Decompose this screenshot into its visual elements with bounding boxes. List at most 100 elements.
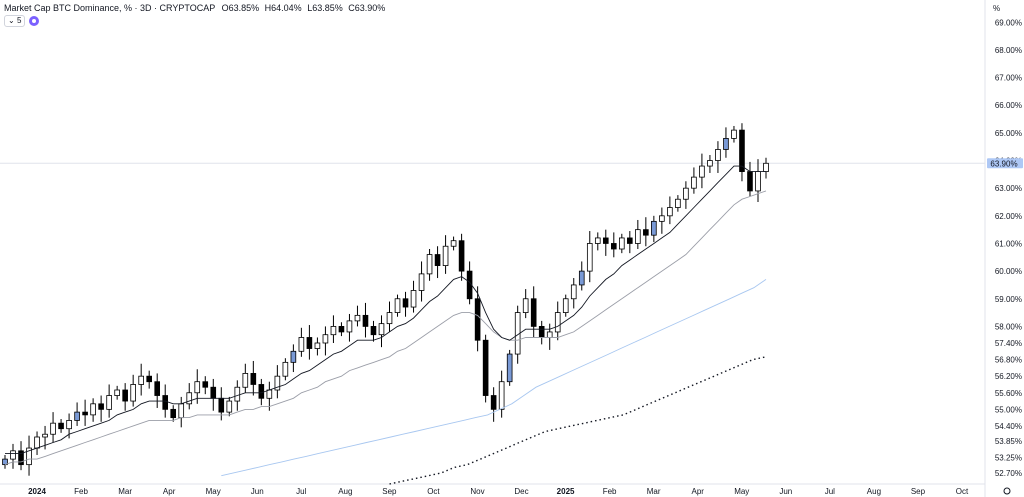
- candle-body: [394, 298, 401, 313]
- candle-body: [354, 314, 361, 322]
- candle-body: [322, 334, 329, 344]
- candle-body: [418, 273, 425, 291]
- y-tick-label: 68.00%: [995, 46, 1022, 55]
- candle-body: [218, 397, 225, 413]
- candle-body: [138, 375, 144, 385]
- candle-body: [554, 312, 561, 333]
- candle-body: [74, 411, 80, 421]
- x-tick-label: May: [734, 487, 749, 496]
- source-logo-icon[interactable]: [29, 16, 40, 26]
- candle-body: [114, 389, 120, 396]
- y-tick-label: 56.80%: [995, 356, 1022, 365]
- y-tick-label: 53.25%: [995, 454, 1022, 463]
- candle-body: [2, 458, 8, 466]
- candle-body: [651, 220, 657, 236]
- candle-body: [474, 298, 481, 341]
- candle-body: [146, 375, 152, 383]
- candle-body: [314, 342, 321, 349]
- candle-body: [610, 243, 617, 250]
- candle-body: [490, 395, 497, 410]
- candle-body: [458, 240, 465, 272]
- candle-body: [290, 350, 297, 363]
- x-tick-label: 2024: [28, 487, 46, 496]
- candle-body: [562, 298, 569, 313]
- candle-body: [602, 237, 609, 244]
- candle-body: [298, 337, 305, 352]
- x-tick-label: Apr: [163, 487, 176, 496]
- candle-body: [66, 420, 72, 430]
- x-tick-label: Jun: [779, 487, 792, 496]
- candle-body: [538, 326, 545, 338]
- x-tick-label: Feb: [74, 487, 88, 496]
- x-tick-label: Oct: [956, 487, 969, 496]
- candle-body: [234, 386, 241, 402]
- candle-body: [386, 312, 393, 325]
- candle-body: [755, 171, 761, 192]
- legend-title: Market Cap BTC Dominance, % · 3D · CRYPT…: [4, 3, 216, 13]
- candle-body: [530, 298, 537, 327]
- legend-low: L63.85%: [307, 3, 343, 13]
- y-tick-label: 58.00%: [995, 322, 1022, 331]
- candle-body: [170, 408, 177, 419]
- candle-body: [26, 447, 32, 466]
- candle-body: [731, 129, 737, 139]
- x-tick-label: Feb: [603, 487, 617, 496]
- y-tick-label: 56.20%: [995, 372, 1022, 381]
- indicator-count: 5: [16, 16, 22, 25]
- candle-body: [122, 389, 128, 402]
- y-tick-label: 67.00%: [995, 74, 1022, 83]
- candle-body: [667, 207, 673, 217]
- candle-body: [34, 436, 40, 449]
- candle-body: [210, 386, 217, 399]
- y-tick-label: 57.40%: [995, 339, 1022, 348]
- candle-body: [18, 450, 24, 466]
- candle-body: [442, 245, 449, 266]
- candle-body: [635, 229, 641, 244]
- settings-gear-icon[interactable]: [1003, 487, 1011, 495]
- axis-unit-label: %: [993, 4, 1001, 13]
- candle-body: [715, 149, 721, 161]
- candle-body: [506, 353, 513, 383]
- y-tick-label: 54.40%: [995, 422, 1022, 431]
- x-tick-label: Sep: [382, 487, 397, 496]
- x-tick-label: Mar: [647, 487, 661, 496]
- candle-body: [250, 373, 257, 385]
- candle-body: [162, 395, 169, 410]
- candle-body: [450, 240, 457, 247]
- candle-body: [434, 254, 441, 266]
- candle-body: [274, 375, 281, 391]
- candle-body: [683, 187, 689, 200]
- candle-body: [186, 392, 193, 405]
- y-tick-label: 69.00%: [995, 18, 1022, 27]
- candle-body: [306, 337, 313, 349]
- candle-body: [578, 270, 585, 286]
- x-tick-label: May: [206, 487, 221, 496]
- candle-body: [362, 314, 369, 327]
- x-tick-label: Aug: [867, 487, 881, 496]
- y-tick-label: 61.00%: [995, 239, 1022, 248]
- last-price-tag: [987, 158, 1023, 169]
- y-tick-label: 66.00%: [995, 101, 1022, 110]
- ema-fast-line: [5, 165, 766, 455]
- candle-body: [82, 411, 88, 416]
- candle-body: [106, 395, 112, 410]
- legend-tools: ⌄ 5: [4, 15, 40, 27]
- y-tick-label: 55.60%: [995, 389, 1022, 398]
- candle-body: [50, 422, 56, 435]
- indicator-count-chip[interactable]: ⌄ 5: [4, 15, 26, 27]
- x-tick-label: Jul: [825, 487, 835, 496]
- ma-long-blue-line: [221, 279, 767, 477]
- candle-body: [90, 403, 96, 416]
- legend-close: C63.90%: [348, 3, 386, 13]
- candle-body: [691, 176, 697, 189]
- y-tick-label: 59.00%: [995, 295, 1022, 304]
- x-tick-label: Nov: [470, 487, 484, 496]
- candle-body: [226, 400, 233, 413]
- candle-body: [643, 229, 649, 236]
- x-tick-label: Mar: [118, 487, 132, 496]
- x-tick-label: Sep: [911, 487, 926, 496]
- candle-body: [98, 403, 104, 410]
- candle-body: [586, 243, 593, 272]
- y-tick-label: 62.00%: [995, 212, 1022, 221]
